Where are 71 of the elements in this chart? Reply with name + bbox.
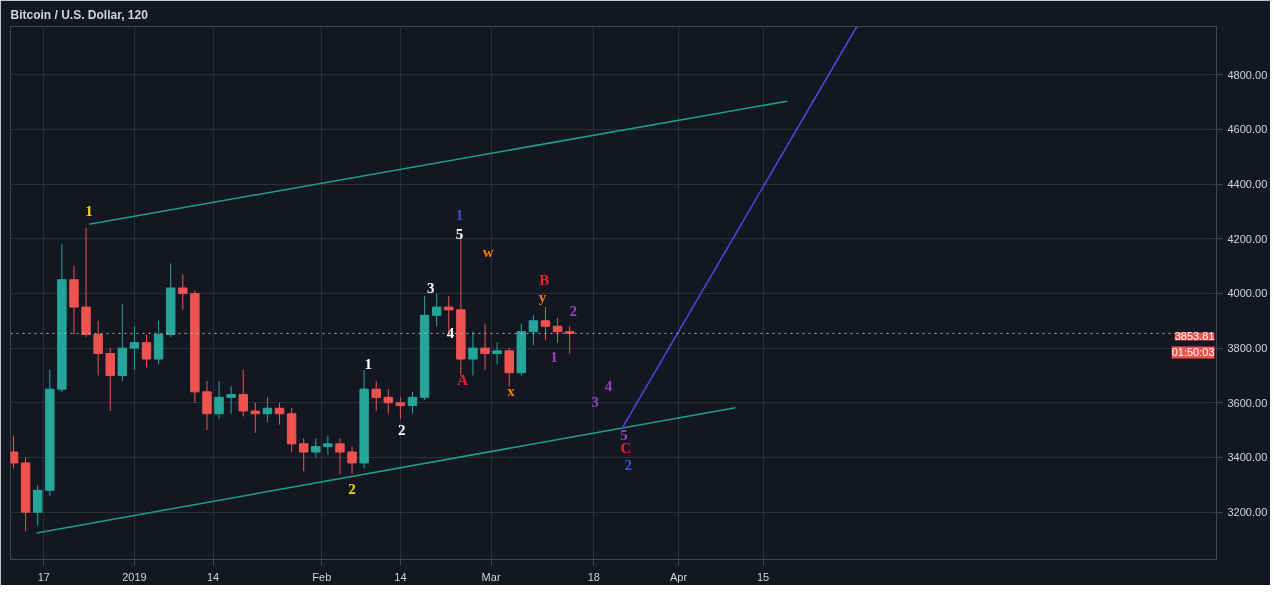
annotation: w [482,243,494,260]
candlestick [468,331,478,376]
chart-title: Bitcoin / U.S. Dollar, 120 [10,7,149,22]
candlestick [214,380,224,420]
y-tick-label: 4200.00 [1227,232,1268,245]
candlestick [504,347,514,387]
annotation: y [538,288,547,305]
x-tick-label: 14 [206,570,220,583]
candlestick [141,333,152,368]
y-tick-label: 4000.00 [1227,287,1268,300]
candlestick [32,484,43,527]
annotation: 3 [426,279,435,296]
annotation: 4 [446,325,455,342]
candlestick [238,369,248,417]
annotation: 1 [455,207,464,224]
candlestick [347,446,357,475]
candlestick [383,388,394,415]
x-tick-label: 2019 [122,570,147,583]
candlestick [93,320,103,376]
x-tick-label: 17 [37,570,50,583]
annotation: 2 [397,421,406,438]
candlestick [371,380,381,412]
annotation: 3 [591,394,599,411]
y-tick-label: 3200.00 [1227,506,1268,519]
y-tick-label: 3400.00 [1227,451,1268,464]
annotation: 1 [364,355,372,372]
candlestick [10,435,19,469]
y-tick-label: 3800.00 [1227,342,1268,355]
candlestick [407,391,418,415]
annotation: 4 [604,377,613,394]
candlestick [552,317,563,344]
annotation: 2 [569,303,577,320]
annotation: 2 [624,456,633,473]
candlestick [226,385,236,415]
candlestick [274,402,285,426]
x-tick-label: Mar [481,570,501,583]
candlestick [250,402,261,434]
candlestick [298,437,309,472]
x-tick-label: 18 [587,570,600,583]
x-tick-label: Apr [669,570,688,583]
candlestick [335,437,345,475]
annotation: x [507,383,516,400]
candlestick [564,325,575,355]
x-tick-label: Feb [312,570,332,583]
x-tick-label: 15 [757,570,770,583]
candlestick [129,325,140,371]
ref-line-label: 3853.81 [1174,330,1215,343]
annotation: A [457,372,469,389]
candlestick [178,273,188,311]
candlestick [528,314,539,346]
x-tick-label: 14 [394,570,407,583]
candlestick [311,437,321,458]
y-tick-label: 3600.00 [1227,396,1268,409]
candlestick [492,342,502,366]
candlestick [395,396,406,420]
candlestick [431,292,442,327]
y-tick-label: 4600.00 [1227,123,1268,136]
y-tick-label: 4800.00 [1227,68,1268,81]
candlestick [323,435,333,456]
candlestick [262,396,273,423]
candlestick [540,306,551,341]
annotation: 2 [348,481,356,498]
annotation: 01:50:03 [1171,346,1215,359]
annotation: 1 [85,203,93,220]
candlestick [105,347,115,412]
annotation: 5 [455,226,464,243]
candlestick [480,322,490,371]
annotation: 1 [550,349,558,366]
candlestick [202,380,212,431]
y-tick-label: 4400.00 [1227,178,1268,191]
annotation: B [539,272,550,289]
